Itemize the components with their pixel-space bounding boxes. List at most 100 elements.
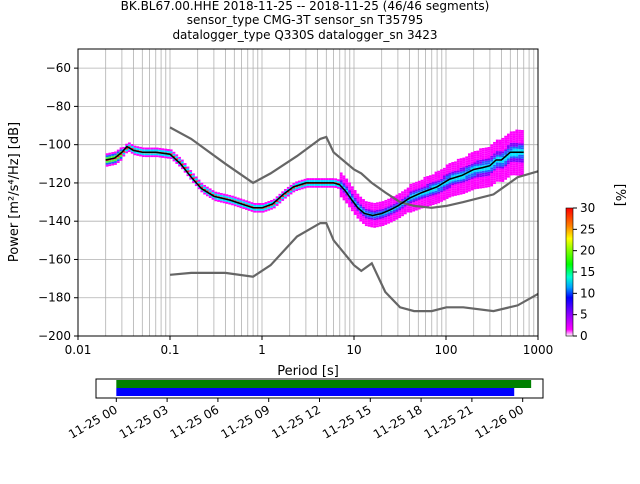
heatmap-cell — [448, 176, 452, 179]
heatmap-cell — [415, 200, 418, 203]
heatmap-cell — [481, 151, 485, 154]
heatmap-cell — [462, 190, 466, 193]
heatmap-cell — [434, 200, 438, 203]
heatmap-cell — [470, 157, 474, 160]
heatmap-cell — [339, 178, 343, 181]
heatmap-cell — [295, 189, 298, 192]
heatmap-cell — [487, 147, 491, 149]
heatmap-cell — [473, 179, 477, 182]
heatmap-cell — [512, 156, 516, 159]
heatmap-cell — [481, 149, 485, 152]
heatmap-cell — [515, 141, 519, 143]
heatmap-cell — [353, 193, 357, 196]
heatmap-cell — [367, 217, 371, 220]
heatmap-cell — [498, 179, 502, 182]
heatmap-cell — [267, 206, 271, 209]
heatmap-cell — [515, 142, 519, 145]
heatmap-cell — [454, 163, 457, 166]
heatmap-cell — [387, 202, 390, 205]
heatmap-cell — [434, 196, 438, 199]
heatmap-cell — [426, 191, 429, 194]
heatmap-cell — [401, 212, 404, 215]
heatmap-cell — [462, 170, 466, 173]
heatmap-cell — [395, 204, 399, 207]
heatmap-cell — [440, 176, 443, 179]
heatmap-cell — [434, 185, 438, 187]
heatmap-cell — [490, 173, 494, 175]
heatmap-cell — [451, 167, 455, 170]
heatmap-cell — [520, 156, 524, 159]
heatmap-cell — [403, 206, 407, 209]
noise-model-line — [169, 126, 539, 209]
heatmap-cell — [275, 200, 279, 203]
heatmap-cell — [356, 214, 360, 217]
heatmap-cell — [473, 162, 477, 165]
heatmap-cell — [504, 177, 508, 180]
heatmap-cell — [484, 172, 488, 175]
heatmap-cell — [158, 155, 162, 158]
heatmap-cell — [401, 195, 404, 198]
availability-tick-label: 11-25 09 — [218, 402, 272, 441]
heatmap-cell — [498, 176, 502, 178]
heatmap-cell — [445, 197, 449, 199]
heatmap-cell — [300, 187, 304, 190]
heatmap-cell — [442, 188, 446, 191]
heatmap-cell — [119, 147, 123, 150]
heatmap-cell — [420, 185, 424, 188]
heatmap-cell — [108, 164, 112, 167]
heatmap-cell — [409, 210, 413, 213]
heatmap-cell — [180, 161, 184, 164]
heatmap-cell — [214, 199, 218, 202]
heatmap-cell — [456, 158, 460, 161]
heatmap-cell — [498, 143, 502, 146]
heatmap-cell — [468, 185, 471, 188]
heatmap-cell — [108, 156, 112, 159]
heatmap-cell — [406, 200, 410, 203]
heatmap-cell — [376, 206, 379, 209]
heatmap-cell — [451, 162, 455, 164]
heatmap-cell — [206, 186, 209, 189]
heatmap-cell — [501, 153, 505, 156]
heatmap-cell — [272, 198, 276, 201]
heatmap-cell — [487, 183, 491, 186]
heatmap-cell — [504, 160, 508, 163]
heatmap-cell — [228, 202, 232, 205]
heatmap-cell — [507, 166, 510, 169]
heatmap-cell — [456, 183, 460, 186]
heatmap-cell — [417, 207, 421, 210]
heatmap-cell — [403, 210, 407, 213]
heatmap-cell — [490, 174, 494, 177]
heatmap-cell — [465, 158, 469, 161]
heatmap-cell — [493, 168, 496, 171]
heatmap-cell — [130, 149, 134, 152]
heatmap-cell — [242, 205, 246, 208]
heatmap-cell — [507, 150, 510, 153]
heatmap-cell — [487, 179, 491, 182]
y-axis-ticks: −200 −180 −160 −140 −120 −100 −80 −60 — [38, 61, 78, 343]
heatmap-cell — [481, 159, 485, 162]
heatmap-cell — [507, 143, 510, 146]
heatmap-cell — [381, 222, 385, 225]
heatmap-cell — [167, 156, 170, 159]
heatmap-cell — [412, 207, 416, 210]
heatmap-cell — [389, 197, 393, 200]
heatmap-cell — [350, 195, 354, 198]
heatmap-cell — [345, 195, 349, 198]
heatmap-cell — [194, 180, 198, 183]
heatmap-cell — [376, 204, 379, 207]
heatmap-cell — [389, 214, 393, 217]
heatmap-cell — [378, 222, 382, 225]
heatmap-cell — [116, 149, 120, 152]
heatmap-cell — [518, 152, 521, 155]
heatmap-cell — [442, 192, 446, 195]
heatmap-cell — [420, 200, 424, 203]
heatmap-cell — [258, 208, 262, 211]
heatmap-cell — [495, 174, 499, 176]
heatmap-cell — [114, 162, 117, 165]
heatmap-cell — [200, 184, 204, 187]
heatmap-cell — [509, 162, 513, 164]
heatmap-cell — [275, 203, 279, 206]
heatmap-cell — [495, 172, 499, 175]
heatmap-cell — [253, 208, 257, 211]
